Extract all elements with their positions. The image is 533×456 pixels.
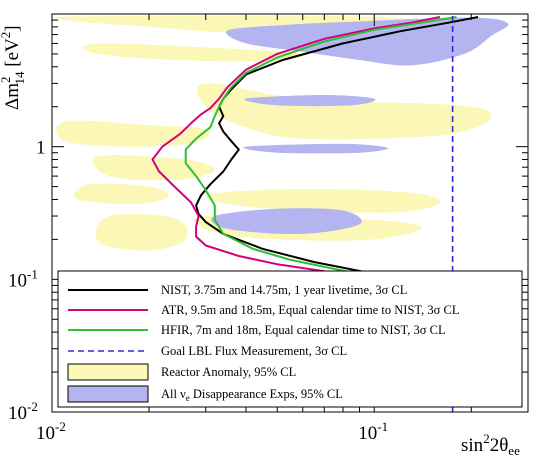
legend-label-reactor-anomaly: Reactor Anomaly, 95% CL bbox=[161, 365, 296, 379]
reactor-anomaly-region-1 bbox=[83, 43, 305, 62]
all-nue-disappearance-region-1 bbox=[244, 95, 376, 107]
ticks-layer: 10-2 10-1 10-2 10-1 1 bbox=[8, 14, 528, 444]
legend-entry-nist: NIST, 3.75m and 14.75m, 1 year livetime,… bbox=[68, 283, 407, 297]
legend-label-all-nue: All νe Disappearance Exps, 95% CL bbox=[161, 387, 343, 403]
y-tick-label: 1 bbox=[36, 138, 46, 159]
x-tick-label: 10-2 bbox=[36, 419, 66, 444]
legend-swatch-all-nue bbox=[67, 385, 149, 403]
legend-entry-lbl: Goal LBL Flux Measurement, 3σ CL bbox=[68, 344, 347, 358]
legend-swatch-reactor-anomaly bbox=[67, 363, 149, 381]
legend-entry-atr: ATR, 9.5m and 18.5m, Equal calendar time… bbox=[68, 303, 459, 317]
reactor-anomaly-region-8 bbox=[95, 213, 188, 251]
regions-layer bbox=[53, 15, 509, 251]
plot-frame bbox=[51, 13, 529, 413]
legend-box bbox=[57, 270, 523, 408]
y-axis-title: Δm214 [eV2] bbox=[0, 25, 27, 110]
legend-entry-reactor-anomaly: Reactor Anomaly, 95% CL bbox=[67, 363, 296, 381]
legend-label-hfir: HFIR, 7m and 18m, Equal calendar time to… bbox=[161, 323, 446, 337]
series-line-1 bbox=[151, 16, 441, 286]
legend-label-atr: ATR, 9.5m and 18.5m, Equal calendar time… bbox=[161, 303, 459, 317]
all-nue-disappearance-region-2 bbox=[243, 143, 388, 154]
series-line-0 bbox=[195, 16, 479, 282]
reactor-anomaly-region-6 bbox=[205, 188, 441, 213]
reactor-anomaly-region-4 bbox=[93, 155, 216, 181]
curves-layer bbox=[151, 14, 479, 412]
series-line-2 bbox=[184, 16, 457, 284]
reactor-anomaly-region-5 bbox=[74, 183, 169, 205]
y-tick-label: 10-2 bbox=[8, 399, 38, 424]
all-nue-disappearance-region-0 bbox=[226, 17, 509, 66]
x-axis-title: sin22θee bbox=[461, 431, 520, 456]
legend-entry-all-nue: All νe Disappearance Exps, 95% CL bbox=[67, 385, 343, 403]
reactor-anomaly-region-3 bbox=[55, 120, 210, 147]
legend: NIST, 3.75m and 14.75m, 1 year livetime,… bbox=[57, 270, 523, 408]
legend-entry-hfir: HFIR, 7m and 18m, Equal calendar time to… bbox=[68, 323, 446, 337]
reactor-anomaly-region-2 bbox=[196, 83, 492, 140]
x-tick-label: 10-1 bbox=[358, 419, 388, 444]
legend-label-lbl: Goal LBL Flux Measurement, 3σ CL bbox=[161, 344, 347, 358]
legend-label-nist: NIST, 3.75m and 14.75m, 1 year livetime,… bbox=[161, 283, 407, 297]
all-nue-disappearance-region-3 bbox=[211, 208, 362, 235]
y-tick-label: 10-1 bbox=[8, 266, 38, 291]
